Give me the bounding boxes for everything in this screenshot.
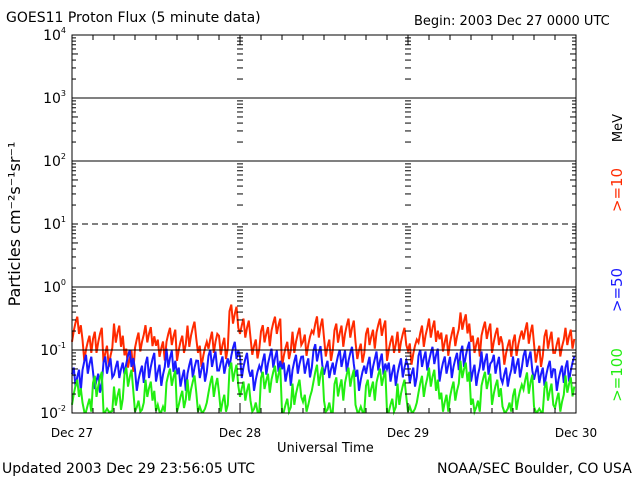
legend-2: >=100 bbox=[608, 348, 626, 402]
y-tick-label-0: 104 bbox=[43, 26, 66, 44]
series-line-0 bbox=[71, 304, 576, 372]
x-tick-label-3: Dec 30 bbox=[555, 426, 597, 440]
y-tick-exponent: 3 bbox=[61, 89, 66, 98]
y-tick-exponent: 0 bbox=[61, 278, 66, 287]
x-axis-label: Universal Time bbox=[277, 441, 374, 456]
credit-label: NOAA/SEC Boulder, CO USA bbox=[437, 461, 632, 477]
y-tick-label-4: 100 bbox=[43, 278, 66, 296]
y-tick-exponent: 1 bbox=[61, 215, 66, 224]
legend-0: >=10 bbox=[608, 168, 626, 212]
x-tick-label-0: Dec 27 bbox=[51, 426, 93, 440]
series-line-2 bbox=[71, 360, 576, 416]
y-axis-label: Particles cm⁻²s⁻¹sr⁻¹ bbox=[5, 142, 24, 307]
y-tick-label-2: 102 bbox=[43, 152, 66, 170]
y-tick-exponent: -2 bbox=[58, 404, 66, 413]
units-label: MeV bbox=[611, 114, 626, 142]
y-tick-label-1: 103 bbox=[43, 89, 66, 107]
begin-label: Begin: 2003 Dec 27 0000 UTC bbox=[414, 14, 610, 29]
y-tick-exponent: -1 bbox=[58, 341, 66, 350]
y-tick-label-3: 101 bbox=[43, 215, 66, 233]
x-tick-label-2: Dec 29 bbox=[387, 426, 429, 440]
y-tick-label-6: 10-2 bbox=[40, 404, 66, 422]
y-tick-exponent: 4 bbox=[61, 26, 66, 35]
y-tick-label-5: 10-1 bbox=[40, 341, 66, 359]
y-tick-exponent: 2 bbox=[61, 152, 66, 161]
updated-label: Updated 2003 Dec 29 23:56:05 UTC bbox=[2, 461, 256, 477]
x-tick-label-1: Dec 28 bbox=[219, 426, 261, 440]
legend-1: >=50 bbox=[608, 268, 626, 312]
chart-title: GOES11 Proton Flux (5 minute data) bbox=[6, 10, 261, 26]
